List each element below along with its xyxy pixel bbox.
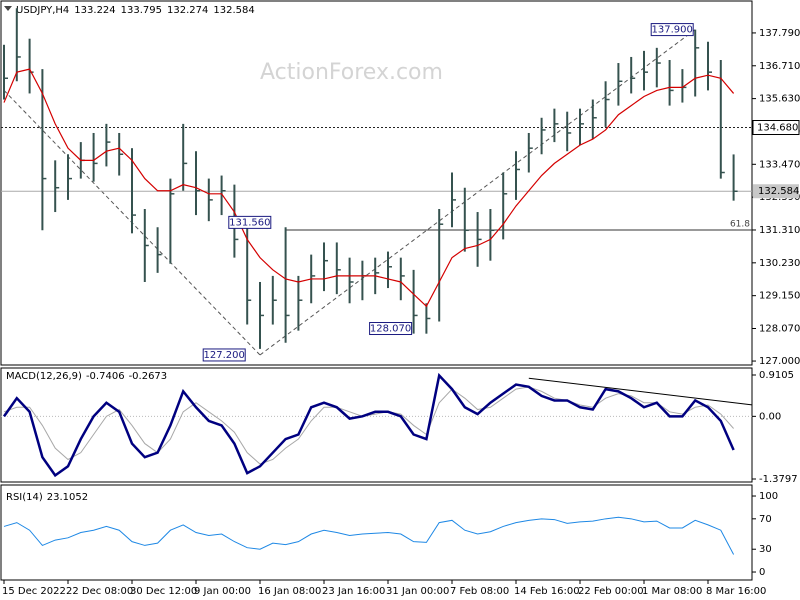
y-tick-label: 70 xyxy=(759,514,772,525)
x-tick-label: 9 Jan 00:00 xyxy=(194,586,251,597)
x-tick-label: 22 Dec 08:00 xyxy=(66,586,133,597)
rsi-line xyxy=(3,516,735,555)
close-box xyxy=(753,184,799,199)
level-box xyxy=(752,120,800,136)
macd-header: MACD(12,26,9) -0.7406 -0.2673 xyxy=(6,371,167,382)
main-panel xyxy=(0,0,753,366)
x-tick-label: 15 Dec 2022 xyxy=(2,586,66,597)
price-label: 131.560 xyxy=(229,217,270,228)
price-label-box xyxy=(369,322,413,336)
macd-trendline xyxy=(528,377,753,406)
y-tick-label: 135.630 xyxy=(759,94,800,105)
y-tick-label: 30 xyxy=(759,544,772,555)
y-tick-label: 0.00 xyxy=(759,411,781,422)
rsi-header: RSI(14) 23.1052 xyxy=(6,492,88,503)
fib-label: 61.8 xyxy=(730,219,750,229)
menu-icon xyxy=(4,6,12,11)
y-tick-label: 133.470 xyxy=(759,159,800,170)
x-tick-label: 31 Jan 00:00 xyxy=(386,586,449,597)
y-tick-label: 129.150 xyxy=(759,291,800,302)
y-tick-label: 128.070 xyxy=(759,324,800,335)
rsi-value: 23.1052 xyxy=(47,492,88,503)
x-tick-label: 30 Dec 12:00 xyxy=(130,586,197,597)
open-value: 133.224 xyxy=(74,5,115,16)
y-tick-label: 127.000 xyxy=(759,356,800,367)
watermark: ActionForex.com xyxy=(260,60,443,85)
x-tick-label: 16 Jan 08:00 xyxy=(258,586,321,597)
y-tick-label: 137.790 xyxy=(759,28,800,39)
macd-line xyxy=(2,372,735,478)
x-tick-label: 8 Mar 16:00 xyxy=(706,586,766,597)
x-tick-label: 22 Feb 00:00 xyxy=(578,586,644,597)
x-tick-label: 1 Mar 08:00 xyxy=(642,586,702,597)
price-label-box xyxy=(202,348,246,362)
symbol: USDJPY,H4 xyxy=(16,5,69,16)
y-tick-label: 0 xyxy=(759,567,765,578)
close-value: 132.584 xyxy=(213,5,254,16)
x-tick-label: 14 Feb 16:00 xyxy=(514,586,580,597)
price-label: 128.070 xyxy=(370,324,411,335)
x-tick-label: 23 Jan 16:00 xyxy=(322,586,385,597)
price-label-box xyxy=(650,23,694,37)
y-tick-label: -1.3797 xyxy=(759,474,798,485)
high-value: 133.795 xyxy=(121,5,162,16)
y-tick-label: 0.9105 xyxy=(759,370,794,381)
y-tick-label: 100 xyxy=(759,491,778,502)
macd-title: MACD(12,26,9) xyxy=(6,371,82,382)
price-label-box xyxy=(228,215,272,229)
close-box-label: 132.584 xyxy=(758,186,799,197)
macd-value: -0.7406 xyxy=(86,371,125,382)
x-tick-label: 7 Feb 08:00 xyxy=(450,586,509,597)
moving-average xyxy=(3,68,735,308)
price-label: 127.200 xyxy=(204,350,245,361)
macd-panel xyxy=(0,367,753,483)
y-tick-label: 131.310 xyxy=(759,225,800,236)
rsi-title: RSI(14) xyxy=(6,492,43,503)
price-label: 137.900 xyxy=(652,25,693,36)
low-value: 132.274 xyxy=(167,5,208,16)
y-tick-label: 130.230 xyxy=(759,258,800,269)
level-box-label: 134.680 xyxy=(757,123,798,134)
signal-value: -0.2673 xyxy=(129,371,168,382)
chart-header: USDJPY,H4 133.224 133.795 132.274 132.584 xyxy=(16,5,255,16)
rsi-panel xyxy=(0,484,753,581)
y-tick-label: 136.710 xyxy=(759,61,800,72)
